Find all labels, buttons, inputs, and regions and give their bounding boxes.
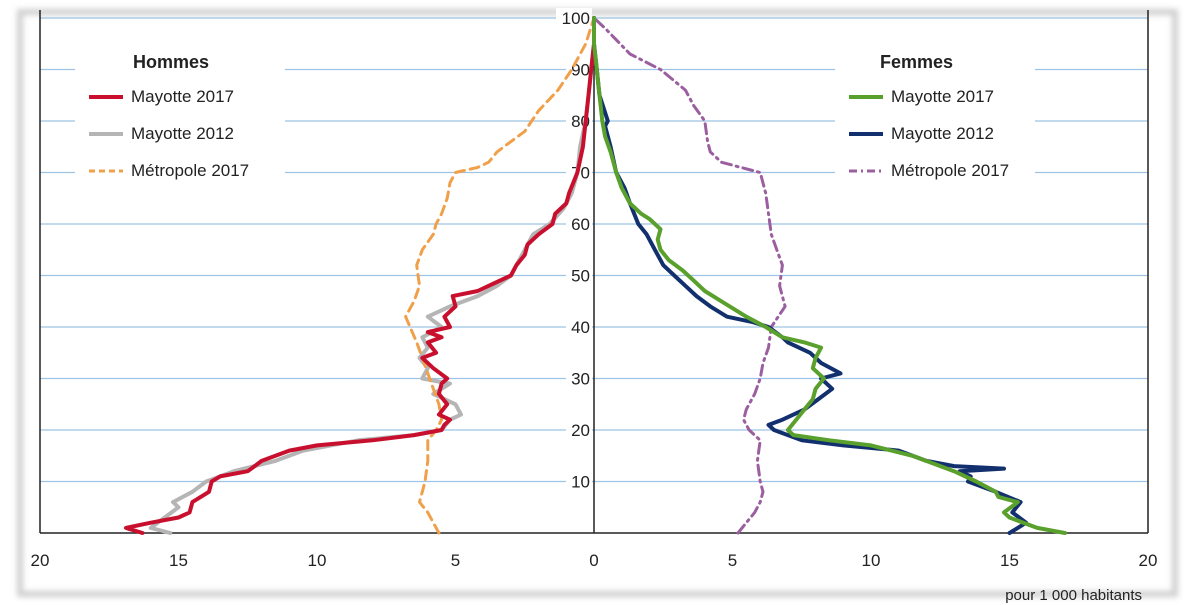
y-tick-bg bbox=[566, 214, 592, 234]
y-tick-bg bbox=[566, 59, 592, 80]
x-tick-label: 15 bbox=[169, 551, 188, 570]
legend-title: Femmes bbox=[880, 52, 953, 72]
frame-shadow bbox=[17, 9, 1178, 597]
y-tick-label: 10 bbox=[571, 473, 590, 492]
legend-title: Hommes bbox=[133, 52, 209, 72]
y-tick-bg bbox=[566, 265, 592, 286]
legend-label: Métropole 2017 bbox=[891, 161, 1009, 180]
y-tick-bg bbox=[566, 368, 592, 389]
y-tick-bg bbox=[556, 8, 592, 28]
legend-label: Mayotte 2017 bbox=[131, 87, 234, 106]
x-tick-label: 10 bbox=[862, 551, 881, 570]
legend-background bbox=[835, 48, 1035, 190]
x-tick-label: 20 bbox=[31, 551, 50, 570]
legends: Hommes Mayotte 2017 Mayotte 2012 Métropole … bbox=[75, 48, 1035, 190]
y-tick-bg bbox=[566, 471, 592, 492]
legend-background bbox=[75, 48, 285, 190]
y-tick-bg bbox=[566, 317, 592, 337]
series-line-femmes-3 bbox=[592, 16, 787, 535]
series-line-hommes-1 bbox=[404, 16, 596, 535]
y-tick-bg bbox=[566, 420, 592, 440]
legend-femmes: Femmes Mayotte 2017 Mayotte 2012 Métropole … bbox=[835, 48, 1035, 190]
y-tick-label: 20 bbox=[571, 421, 590, 440]
y-tick-label: 60 bbox=[571, 215, 590, 234]
series-group bbox=[123, 16, 1067, 535]
series-line-femmes-5 bbox=[592, 16, 1067, 535]
x-tick-label: 5 bbox=[451, 551, 460, 570]
legend-label: Métropole 2017 bbox=[131, 161, 249, 180]
legend-label: Mayotte 2017 bbox=[891, 87, 994, 106]
y-tick-label: 40 bbox=[571, 318, 590, 337]
x-tick-label: 0 bbox=[589, 551, 598, 570]
y-tick-label: 90 bbox=[571, 61, 590, 80]
y-tick-label: 50 bbox=[571, 267, 590, 286]
x-tick-label: 10 bbox=[308, 551, 327, 570]
series-line-hommes-2 bbox=[123, 16, 596, 535]
legend-label: Mayotte 2012 bbox=[131, 124, 234, 143]
legend-hommes: Hommes Mayotte 2017 Mayotte 2012 Métropole … bbox=[75, 48, 285, 190]
x-tick-label: 20 bbox=[1139, 551, 1158, 570]
legend-label: Mayotte 2012 bbox=[891, 124, 994, 143]
x-tick-label: 15 bbox=[1000, 551, 1019, 570]
y-tick-label: 100 bbox=[562, 9, 590, 28]
series-line-femmes-4 bbox=[592, 16, 1029, 535]
x-tick-label: 5 bbox=[728, 551, 737, 570]
y-tick-label: 30 bbox=[571, 370, 590, 389]
unit-label: pour 1 000 habitants bbox=[1005, 587, 1142, 604]
